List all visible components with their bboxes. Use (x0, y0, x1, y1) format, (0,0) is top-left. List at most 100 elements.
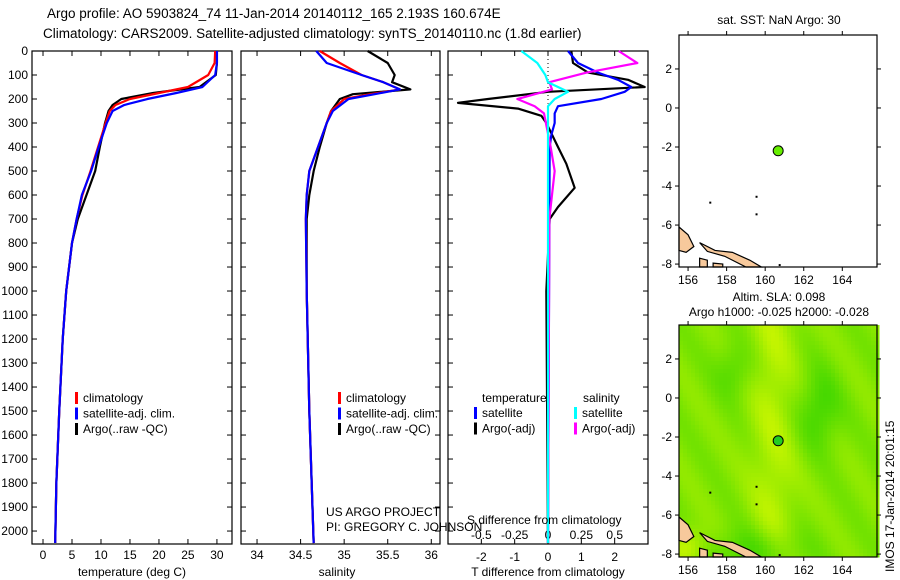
sla-cell (815, 433, 820, 438)
sla-cell (835, 489, 840, 494)
sla-cell (719, 381, 724, 386)
legend-swatch (474, 407, 477, 419)
sla-cell (871, 445, 876, 450)
sla-cell (787, 497, 792, 502)
sla-cell (707, 449, 712, 454)
sla-cell (763, 541, 768, 546)
sla-cell (699, 525, 704, 530)
sla-cell (695, 477, 700, 482)
sla-cell (751, 529, 756, 534)
sla-cell (779, 485, 784, 490)
sla-cell (767, 513, 772, 518)
sla-cell (759, 377, 764, 382)
sla-cell (703, 545, 708, 550)
sla-cell (755, 353, 760, 358)
sla-cell (811, 341, 816, 346)
sla-cell (711, 485, 716, 490)
sla-cell (755, 389, 760, 394)
lat-tick-label: 2 (665, 352, 672, 366)
sla-cell (803, 325, 808, 330)
sla-cell (767, 509, 772, 514)
sla-cell (867, 513, 872, 518)
sla-cell (695, 513, 700, 518)
sla-cell (687, 497, 692, 502)
sla-cell (827, 493, 832, 498)
sla-cell (739, 509, 744, 514)
sla-cell (783, 529, 788, 534)
sla-cell (827, 421, 832, 426)
sla-cell (691, 441, 696, 446)
sla-cell (727, 329, 732, 334)
sla-cell (691, 553, 696, 558)
depth-tick-label: 500 (8, 164, 28, 178)
sla-cell (803, 545, 808, 550)
sla-cell (751, 377, 756, 382)
sla-cell (723, 417, 728, 422)
sla-cell (839, 337, 844, 342)
sla-cell (867, 549, 872, 554)
sla-cell (843, 545, 848, 550)
sla-cell (791, 525, 796, 530)
sla-cell (803, 549, 808, 554)
sla-cell (839, 501, 844, 506)
sla-cell (703, 345, 708, 350)
sla-cell (871, 353, 876, 358)
sla-cell (843, 517, 848, 522)
sla-cell (743, 513, 748, 518)
sla-cell (759, 345, 764, 350)
sla-cell (691, 493, 696, 498)
sla-cell (715, 353, 720, 358)
sla-cell (827, 329, 832, 334)
sla-cell (743, 417, 748, 422)
sla-cell (755, 501, 760, 506)
sla-cell (871, 545, 876, 550)
sla-cell (739, 517, 744, 522)
sla-cell (687, 549, 692, 554)
sla-cell (863, 337, 868, 342)
sla-cell (679, 333, 684, 338)
sla-cell (831, 429, 836, 434)
sla-cell (771, 449, 776, 454)
sla-cell (695, 481, 700, 486)
sla-cell (847, 453, 852, 458)
sla-cell (827, 477, 832, 482)
sla-cell (783, 325, 788, 330)
sla-cell (783, 457, 788, 462)
sla-cell (831, 361, 836, 366)
sla-cell (679, 501, 684, 506)
sla-cell (871, 461, 876, 466)
sla-cell (799, 513, 804, 518)
sla-cell (835, 473, 840, 478)
sla-cell (695, 325, 700, 330)
sla-cell (815, 349, 820, 354)
sla-cell (747, 409, 752, 414)
sla-cell (839, 469, 844, 474)
sla-cell (771, 457, 776, 462)
argo-float-marker (772, 145, 784, 157)
sla-cell (807, 533, 812, 538)
sla-cell (751, 485, 756, 490)
sla-cell (751, 385, 756, 390)
sla-cell (703, 409, 708, 414)
sla-cell (863, 449, 868, 454)
sla-cell (767, 493, 772, 498)
sla-cell (819, 365, 824, 370)
sla-cell (707, 529, 712, 534)
sla-cell (843, 349, 848, 354)
sla-cell (795, 485, 800, 490)
sla-cell (859, 385, 864, 390)
sla-cell (735, 385, 740, 390)
sla-cell (791, 409, 796, 414)
sla-cell (791, 397, 796, 402)
sla-cell (775, 493, 780, 498)
sla-cell (847, 369, 852, 374)
sla-cell (807, 357, 812, 362)
sla-cell (755, 441, 760, 446)
sla-cell (719, 329, 724, 334)
sla-cell (827, 461, 832, 466)
sla-cell (771, 381, 776, 386)
sla-cell (791, 529, 796, 534)
sla-cell (679, 433, 684, 438)
sla-cell (711, 445, 716, 450)
sla-cell (791, 385, 796, 390)
